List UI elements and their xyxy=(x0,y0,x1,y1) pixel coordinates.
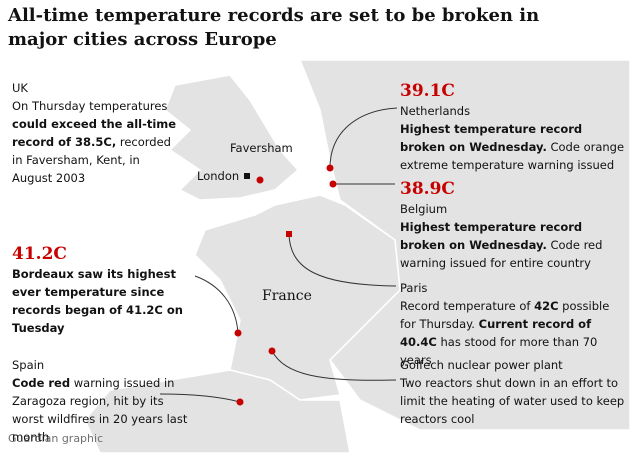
place-label: Faversham xyxy=(230,141,293,155)
heading: Belgium xyxy=(400,202,448,216)
annotation: 38.9C Belgium Highest temperature record b… xyxy=(400,178,625,272)
britain xyxy=(164,74,300,201)
text: Code orange extreme temperature warning … xyxy=(400,140,625,172)
annotation: Golfech nuclear power plant Two reactors … xyxy=(400,356,625,428)
text: On Thursday temperatures xyxy=(12,99,168,113)
marker xyxy=(329,180,337,188)
heading: Paris xyxy=(400,281,428,295)
heading: UK xyxy=(12,81,28,95)
text: Code red xyxy=(12,376,71,390)
markers xyxy=(234,164,337,406)
text: 42C xyxy=(534,299,559,313)
text: Two reactors shut down in an effort to l… xyxy=(400,376,625,426)
text: Bordeaux saw its highest ever temperatur… xyxy=(12,267,183,335)
land xyxy=(84,59,630,453)
leader-line xyxy=(329,107,398,169)
figure: 41.2C xyxy=(12,244,67,264)
text: Highest temperature record broken on Wed… xyxy=(400,220,583,252)
heading: Netherlands xyxy=(400,104,471,118)
marker xyxy=(256,176,264,184)
marker xyxy=(234,329,242,337)
marker xyxy=(268,347,276,355)
leader-line xyxy=(288,233,397,287)
place-label: France xyxy=(262,288,312,304)
spain xyxy=(84,369,351,453)
annotation: Spain Code red warning issued in Zaragoza… xyxy=(12,356,197,446)
annotation: UK On Thursday temperatures could exceed … xyxy=(12,79,177,187)
text: Code red warning issued for entire count… xyxy=(400,238,603,270)
capital-marker xyxy=(244,173,250,179)
place-label: London xyxy=(197,169,240,183)
text: warning issued in Zaragoza region, hit b… xyxy=(12,376,188,444)
text: has stood for more than 70 years xyxy=(400,335,598,367)
title: All-time temperature records are set to … xyxy=(8,5,540,50)
heading: Golfech nuclear power plant xyxy=(400,358,563,372)
annotation: 39.1C Netherlands Highest temperature reco… xyxy=(400,80,625,174)
leader-line xyxy=(271,350,397,381)
marker xyxy=(326,164,334,172)
text: possible for Thursday. xyxy=(400,299,610,331)
marker xyxy=(286,231,292,237)
leaders xyxy=(159,107,398,403)
france xyxy=(194,194,401,401)
text: Current record of 40.4C xyxy=(400,317,592,349)
text: Highest temperature record broken on Wed… xyxy=(400,122,583,154)
leader-line xyxy=(194,275,239,334)
text: Record temperature of xyxy=(400,299,535,313)
heading: Spain xyxy=(12,358,45,372)
text: could exceed the all-time record of 38.5… xyxy=(12,117,177,149)
text: recorded in Faversham, Kent, in August 2… xyxy=(12,135,171,185)
leader-line xyxy=(159,393,241,403)
marker xyxy=(236,398,244,406)
annotation: Paris Record temperature of 42C possible … xyxy=(400,279,625,369)
figure: 39.1C xyxy=(400,81,455,101)
annotation: 41.2C Bordeaux saw its highest ever tempe… xyxy=(12,243,202,337)
figure: 38.9C xyxy=(400,179,455,199)
source: Guardian graphic xyxy=(8,432,104,445)
